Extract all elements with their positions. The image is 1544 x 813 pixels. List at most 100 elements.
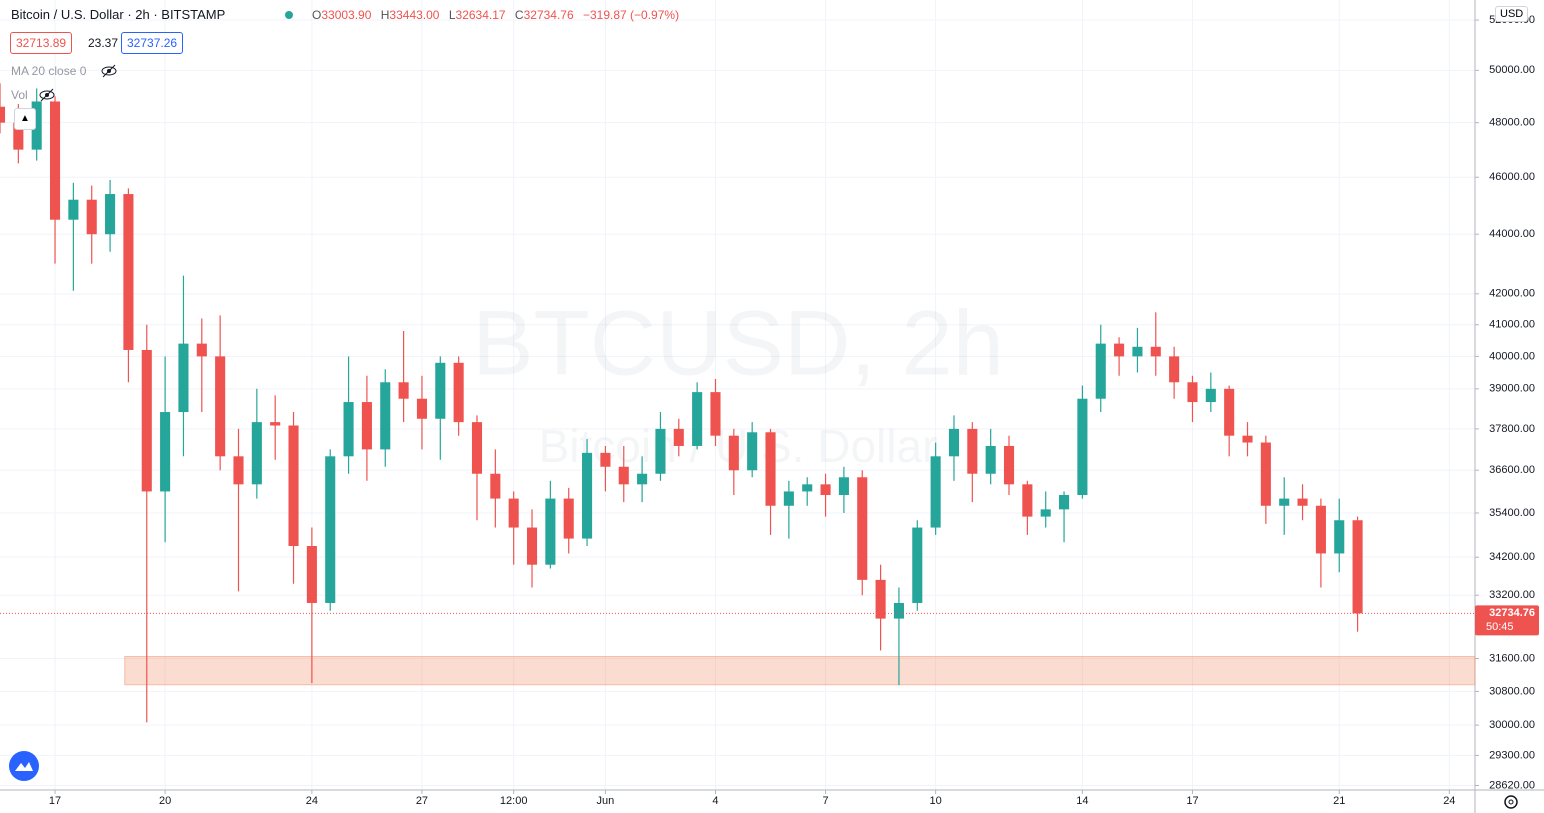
y-tick-label: 41000.00	[1489, 319, 1535, 331]
candle-body	[710, 392, 721, 436]
candle-body	[1297, 498, 1308, 506]
candle-body	[1095, 343, 1106, 399]
y-tick-label: 37800.00	[1489, 423, 1535, 435]
candle-body	[545, 498, 556, 565]
candle-body	[655, 428, 666, 474]
candle-body	[1150, 346, 1161, 357]
candle-body	[270, 422, 281, 426]
candle-body	[68, 199, 79, 220]
indicator-label[interactable]: Vol	[11, 88, 28, 102]
collapse-button[interactable]: ▲	[14, 108, 36, 130]
candle-body	[857, 477, 868, 580]
candle-body	[600, 452, 611, 467]
y-tick-label: 44000.00	[1489, 228, 1535, 240]
candle-body	[1205, 388, 1216, 403]
candle-body	[0, 106, 6, 123]
candle-body	[160, 412, 171, 492]
y-tick-label: 29300.00	[1489, 749, 1535, 761]
ohlc-value: 32734.76	[523, 8, 574, 22]
candle-body	[1077, 398, 1088, 495]
symbol-title[interactable]: Bitcoin / U.S. Dollar · 2h · BITSTAMP	[11, 7, 226, 22]
y-tick-label: 34200.00	[1489, 551, 1535, 563]
candle-body	[1040, 509, 1051, 517]
candle-body	[1224, 388, 1235, 436]
candle-body	[1334, 520, 1345, 554]
candle-body	[563, 498, 574, 539]
candle-body	[985, 445, 996, 474]
change: −319.87 (−0.97%)	[583, 8, 680, 22]
candle-body	[912, 527, 923, 603]
candle-body	[123, 194, 134, 350]
candle-body	[637, 473, 648, 485]
candle-body	[288, 425, 299, 546]
candle-body	[1352, 520, 1363, 614]
sell-button[interactable]: 32713.89	[10, 32, 73, 54]
buy-button[interactable]: 32737.26	[121, 32, 184, 54]
x-tick-label: 7	[822, 795, 828, 807]
candle-body	[692, 392, 703, 446]
x-tick-label: 24	[306, 795, 318, 807]
settings-icon[interactable]	[1502, 793, 1520, 811]
candle-body	[893, 602, 904, 619]
candle-body	[343, 402, 354, 457]
market-status	[285, 11, 293, 19]
ohlc-value: 33443.00	[389, 8, 440, 22]
y-tick-label: 40000.00	[1489, 350, 1535, 362]
x-tick-label: Jun	[597, 795, 615, 807]
candle-body	[618, 466, 629, 485]
candle-body	[490, 473, 501, 499]
candle-body	[875, 579, 886, 619]
candle-body	[105, 194, 116, 235]
y-tick-label: 28620.00	[1489, 779, 1535, 791]
x-tick-label: 12:00	[500, 795, 528, 807]
ohlc-value: 33003.90	[321, 8, 372, 22]
x-tick-label: 17	[1186, 795, 1198, 807]
candle-body	[453, 362, 464, 423]
ohlc-key: L	[448, 8, 456, 22]
candle-body	[196, 343, 207, 357]
ohlc-key: O	[312, 8, 322, 22]
candle-body	[783, 491, 794, 506]
y-tick-label: 30800.00	[1489, 685, 1535, 697]
candle-body	[233, 456, 244, 485]
watermark-title: BTCUSD, 2h	[472, 292, 1004, 394]
support-zone	[124, 656, 1476, 686]
currency-label[interactable]: USD	[1495, 6, 1529, 22]
candle-body	[1169, 356, 1180, 383]
candle-body	[1315, 505, 1326, 554]
candle-body	[435, 362, 446, 419]
last-price-tag	[1475, 605, 1539, 636]
candle-body	[306, 545, 317, 603]
logo[interactable]	[8, 750, 40, 782]
candle-body	[728, 435, 739, 471]
candle-body	[930, 456, 941, 528]
candle-body	[802, 484, 813, 492]
candle-body	[1059, 494, 1070, 510]
candle-body	[13, 122, 24, 150]
candle-body	[508, 498, 519, 528]
x-tick-label: 17	[49, 795, 61, 807]
candle-body	[820, 484, 831, 495]
ohlc-value: 32634.17	[455, 8, 506, 22]
candle-body	[251, 422, 262, 485]
hide-icon[interactable]	[38, 88, 56, 102]
candle-body	[1242, 435, 1253, 443]
x-tick-label: 27	[416, 795, 428, 807]
hide-icon[interactable]	[100, 64, 118, 78]
candle-body	[747, 432, 758, 471]
y-tick-label: 48000.00	[1489, 117, 1535, 129]
candle-body	[49, 101, 61, 220]
ohlc-legend: O33003.90 H33443.00 L32634.17 C32734.76 …	[312, 8, 685, 22]
candle-body	[361, 402, 372, 450]
candle-body	[765, 432, 776, 506]
candle-body	[1003, 445, 1015, 485]
y-tick-label: 46000.00	[1489, 171, 1535, 183]
candle-body	[967, 428, 978, 474]
candle-body	[416, 398, 427, 419]
candle-body	[526, 527, 538, 565]
candle-body	[31, 101, 42, 150]
y-tick-label: 50000.00	[1489, 64, 1535, 76]
indicator-label[interactable]: MA 20 close 0	[11, 64, 87, 78]
candle-body	[582, 452, 593, 539]
